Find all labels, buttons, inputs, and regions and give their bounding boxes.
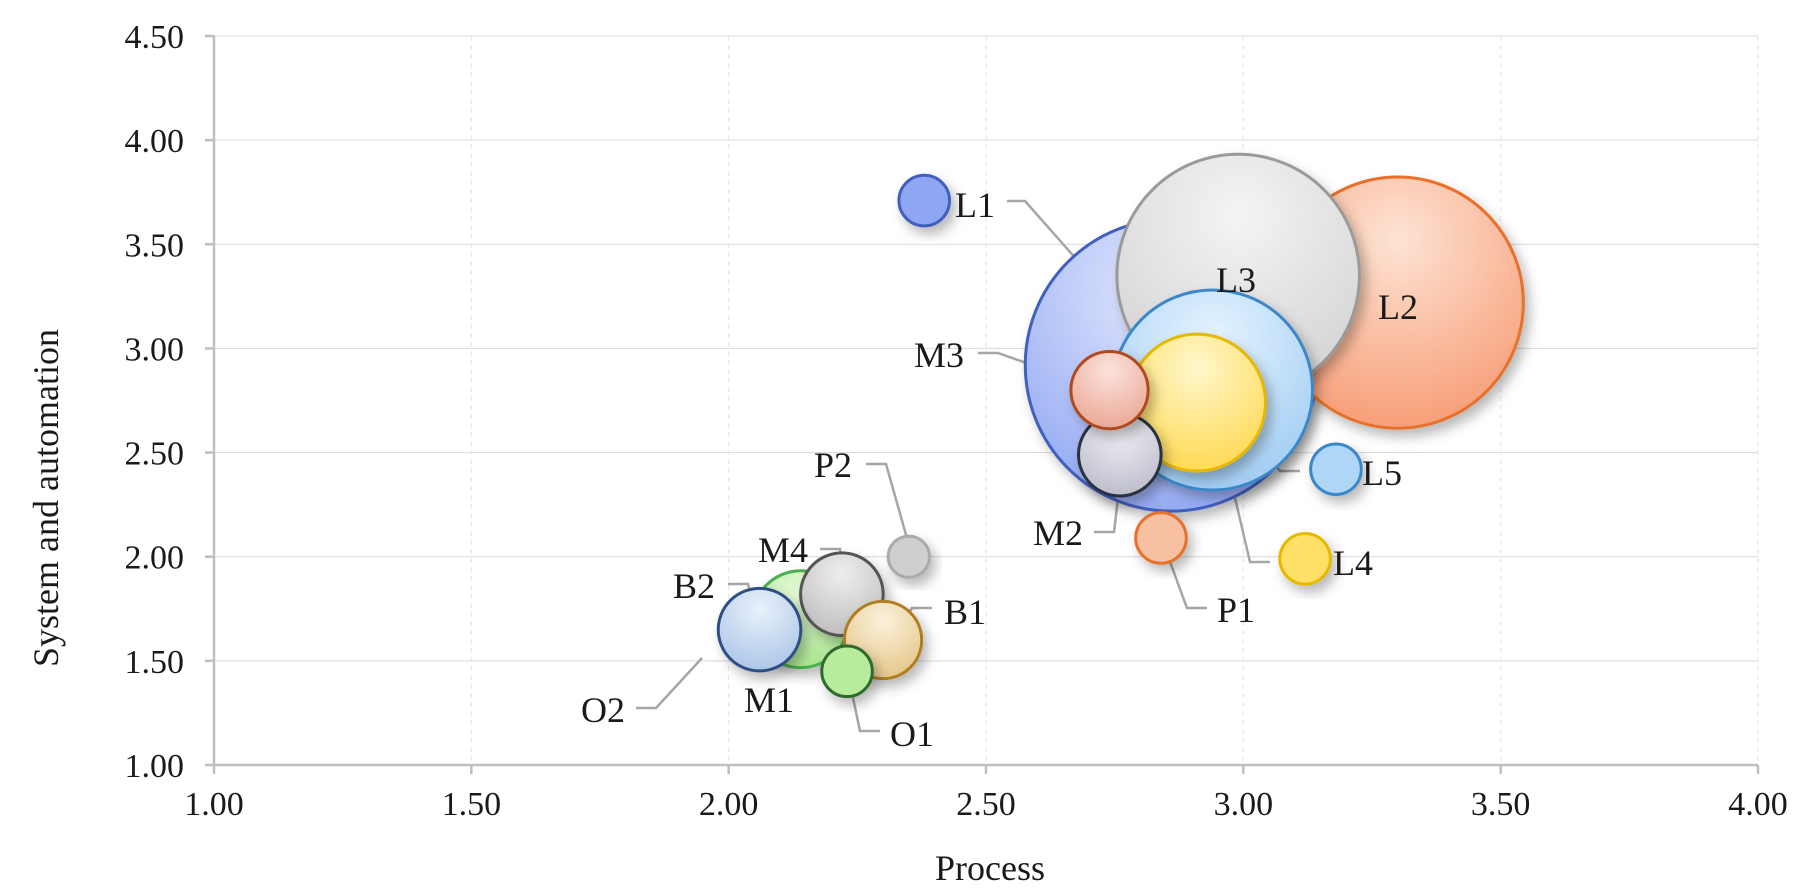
bubble-label-p2: P2 — [814, 445, 852, 485]
bubble-label-p1: P1 — [1217, 590, 1255, 630]
x-tick-label: 4.00 — [1728, 786, 1788, 823]
bubble-labels: L1 L2 L3 L4 L5 M1 M2 M3 M4 B1 B2 P1 P2 O1 O2 — [581, 185, 1418, 754]
x-tick-label: 1.50 — [442, 786, 502, 823]
bubble-label-l5: L5 — [1362, 453, 1402, 493]
bubble-label-m4: M4 — [758, 530, 808, 570]
y-tick-label: 1.50 — [125, 644, 185, 681]
x-tick-label: 2.50 — [956, 786, 1016, 823]
bubble-label-m3: M3 — [914, 335, 964, 375]
gridlines — [214, 35, 1759, 765]
bubble-label-l3: L3 — [1216, 260, 1256, 300]
x-tick-label: 3.00 — [1214, 786, 1274, 823]
y-tick-label: 3.50 — [125, 227, 185, 264]
bubble-label-o2: O2 — [581, 690, 625, 730]
bubble-label-b1: B1 — [944, 592, 986, 632]
bubble-p2 — [886, 534, 931, 579]
bubble-b2 — [716, 586, 803, 673]
x-axis-title: Process — [935, 848, 1045, 888]
bubble-label-l1: L1 — [955, 185, 995, 225]
bubble-l5 — [1309, 442, 1363, 497]
bubble-l1 — [897, 173, 952, 228]
x-tick-label: 2.00 — [699, 786, 759, 823]
y-tick-label: 3.00 — [125, 331, 185, 368]
bubble-label-l2: L2 — [1378, 287, 1418, 327]
leader-line-o2 — [636, 657, 703, 710]
y-tick-label: 2.50 — [125, 436, 185, 473]
bubble-p1 — [1134, 511, 1188, 565]
bubble-m3 — [1069, 349, 1150, 431]
bubble-label-o1: O1 — [890, 714, 934, 754]
leader-line-p2 — [866, 462, 914, 557]
x-tick-label: 1.00 — [184, 786, 244, 823]
y-axis-title: System and automation — [26, 329, 66, 667]
bubble-label-l4: L4 — [1333, 543, 1373, 583]
bubbles — [716, 152, 1525, 699]
bubble-l4 — [1278, 532, 1332, 586]
bubble-label-m1: M1 — [744, 680, 794, 720]
axes: 1.00 1.50 2.00 2.50 3.00 3.50 4.00 4.50 1.00 1.50… — [125, 19, 1788, 823]
bubble-o1 — [820, 644, 874, 699]
bubble-label-m2: M2 — [1033, 513, 1083, 553]
y-tick-label: 2.00 — [125, 540, 185, 577]
x-tick-label: 3.50 — [1471, 786, 1531, 823]
y-tick-label: 4.00 — [125, 123, 185, 160]
y-tick-label: 1.00 — [125, 748, 185, 785]
y-tick-label: 4.50 — [125, 19, 185, 56]
bubble-label-b2: B2 — [673, 566, 715, 606]
